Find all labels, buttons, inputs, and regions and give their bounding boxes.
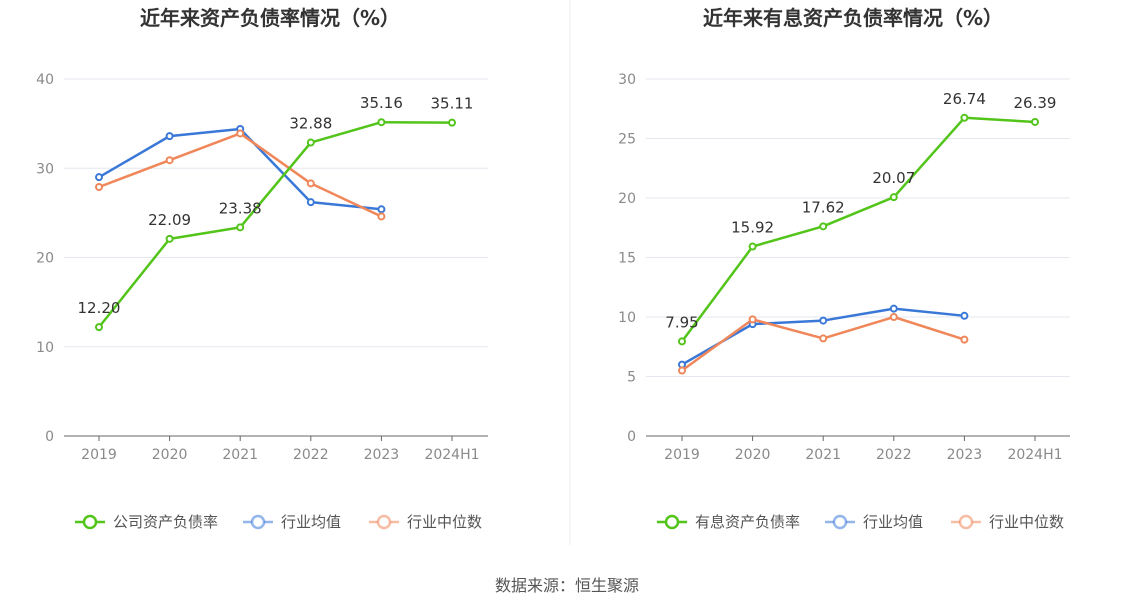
data-label: 20.07 [872, 169, 915, 187]
legend-label: 行业中位数 [407, 513, 482, 531]
legend-label: 行业均值 [863, 513, 923, 531]
legend-marker [664, 514, 680, 530]
y-tick-label: 25 [618, 132, 636, 148]
series-line-0 [98, 120, 453, 328]
x-tick-label: 2024H1 [1007, 447, 1062, 463]
data-point[interactable] [306, 198, 315, 207]
x-tick-label: 2023 [364, 447, 400, 463]
legend-item-1[interactable]: 行业均值 [825, 513, 923, 531]
legend-marker [958, 514, 974, 530]
data-point[interactable] [678, 337, 686, 346]
data-point[interactable] [165, 234, 174, 243]
legend-marker [82, 514, 98, 530]
data-label: 7.95 [665, 313, 698, 331]
chart-title: 近年来资产负债率情况（%） [140, 6, 400, 30]
legend-label: 行业中位数 [989, 513, 1064, 531]
data-label: 23.38 [219, 199, 262, 217]
data-point[interactable] [678, 366, 686, 375]
series-line-0 [680, 116, 1036, 343]
data-point[interactable] [236, 223, 245, 232]
data-point[interactable] [95, 173, 103, 182]
data-point[interactable] [448, 118, 456, 127]
y-tick-label: 10 [36, 340, 54, 356]
data-point[interactable] [889, 193, 898, 202]
data-point[interactable] [377, 205, 386, 214]
legend-item-0[interactable]: 有息资产负债率 [657, 513, 800, 531]
legend-item-2[interactable]: 行业中位数 [951, 513, 1064, 531]
legend-item-0[interactable]: 公司资产负债率 [75, 513, 218, 531]
y-tick-label: 5 [627, 370, 636, 386]
data-point[interactable] [236, 129, 245, 138]
y-tick-label: 15 [618, 251, 636, 267]
legend-item-1[interactable]: 行业均值 [243, 513, 341, 531]
x-tick-label: 2020 [735, 447, 771, 463]
legend-item-2[interactable]: 行业中位数 [369, 513, 482, 531]
x-tick-label: 2024H1 [424, 447, 479, 463]
series-line-2 [681, 315, 965, 372]
data-point[interactable] [960, 335, 969, 344]
data-point[interactable] [748, 315, 757, 324]
x-tick-label: 2023 [947, 447, 983, 463]
interest-bearing-liability-ratio-chart: 近年来有息资产负债率情况（%） 0 5 10 15 20 25 30 2019 2020 2021 2… [618, 6, 1070, 531]
x-tick-label: 2021 [222, 447, 258, 463]
data-label: 35.11 [431, 95, 474, 113]
data-point[interactable] [819, 222, 828, 231]
y-tick-label: 0 [45, 429, 54, 445]
chart-title: 近年来有息资产负债率情况（%） [703, 6, 1003, 30]
data-label: 12.20 [78, 299, 121, 317]
data-point[interactable] [165, 156, 174, 165]
data-label: 32.88 [289, 115, 332, 133]
data-label: 26.39 [1014, 94, 1057, 112]
asset-liability-ratio-chart: 近年来资产负债率情况（%） 0 10 20 30 40 2019 2020 2021 2022 20… [36, 6, 488, 531]
x-tick-label: 2020 [152, 447, 188, 463]
y-tick-label: 30 [618, 72, 636, 88]
data-label: 15.92 [731, 219, 774, 237]
x-tick-label: 2022 [293, 447, 329, 463]
y-tick-label: 40 [36, 72, 54, 88]
data-label: 22.09 [148, 211, 191, 229]
legend-label: 行业均值 [281, 513, 341, 531]
y-tick-label: 10 [618, 310, 636, 326]
data-point[interactable] [306, 179, 315, 188]
legend-label: 有息资产负债率 [695, 513, 800, 531]
data-point[interactable] [1031, 117, 1039, 126]
data-point[interactable] [165, 132, 174, 141]
x-tick-label: 2019 [81, 447, 117, 463]
x-tick-label: 2019 [664, 447, 700, 463]
data-point[interactable] [889, 304, 898, 313]
data-label: 35.16 [360, 94, 403, 112]
data-point[interactable] [960, 311, 969, 320]
data-point[interactable] [306, 138, 315, 147]
data-point[interactable] [960, 113, 969, 122]
legend-label: 公司资产负债率 [113, 513, 218, 531]
legend-marker [832, 514, 848, 530]
data-label: 26.74 [943, 90, 986, 108]
legend-marker [250, 514, 266, 530]
x-tick-label: 2021 [805, 447, 841, 463]
data-point[interactable] [819, 334, 828, 343]
data-source-note: 数据来源：恒生聚源 [495, 576, 639, 595]
data-point[interactable] [748, 242, 757, 251]
data-point[interactable] [377, 118, 386, 127]
data-point[interactable] [819, 316, 828, 325]
data-point[interactable] [377, 212, 386, 221]
y-tick-label: 20 [618, 191, 636, 207]
x-tick-label: 2022 [876, 447, 912, 463]
y-tick-label: 30 [36, 161, 54, 177]
legend-marker [376, 514, 392, 530]
data-point[interactable] [95, 323, 103, 332]
y-tick-label: 0 [627, 429, 636, 445]
data-point[interactable] [889, 313, 898, 321]
data-label: 17.62 [802, 198, 845, 216]
data-point[interactable] [95, 182, 103, 191]
y-tick-label: 20 [36, 251, 54, 267]
